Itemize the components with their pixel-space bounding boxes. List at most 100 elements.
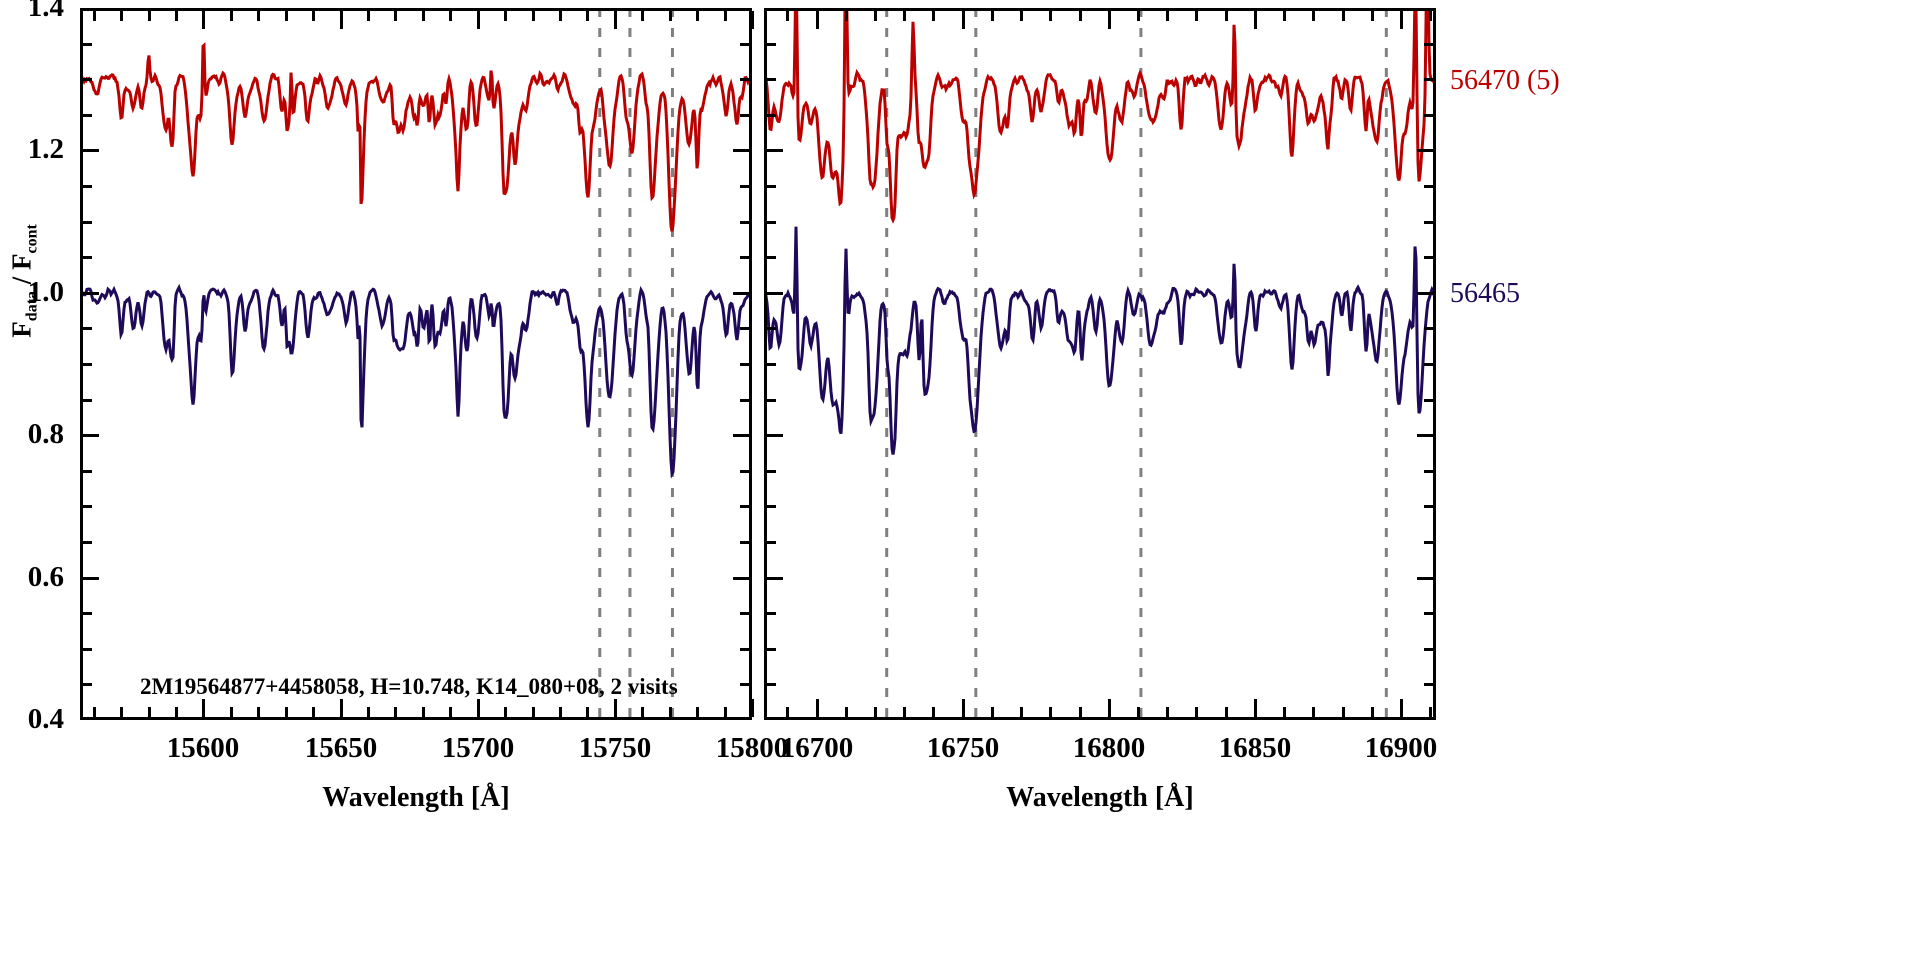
axis-tick xyxy=(1424,648,1433,651)
axis-tick xyxy=(1371,707,1374,717)
axis-tick xyxy=(740,648,749,651)
axis-tick xyxy=(740,541,749,544)
axis-tick xyxy=(1424,185,1433,188)
axis-tick xyxy=(962,11,965,29)
axis-tick xyxy=(477,11,480,29)
x-tick-label-15700: 15700 xyxy=(441,732,515,764)
x-tick-label-15750: 15750 xyxy=(578,732,652,764)
axis-tick xyxy=(1371,11,1374,21)
axis-tick xyxy=(991,707,994,717)
axis-tick xyxy=(767,327,776,330)
axis-tick xyxy=(1137,707,1140,717)
axis-tick xyxy=(767,648,776,651)
axis-tick xyxy=(845,11,848,21)
axis-tick xyxy=(257,11,260,21)
axis-tick xyxy=(1424,612,1433,615)
axis-tick xyxy=(767,149,783,152)
axis-tick xyxy=(1424,683,1433,686)
axis-tick xyxy=(340,11,343,29)
axis-tick xyxy=(740,470,749,473)
axis-tick xyxy=(83,399,92,402)
axis-tick xyxy=(740,114,749,117)
axis-tick xyxy=(1424,505,1433,508)
axis-tick xyxy=(767,434,783,437)
axis-tick xyxy=(1049,11,1052,21)
axis-tick xyxy=(740,43,749,46)
axis-tick xyxy=(285,11,288,21)
axis-tick xyxy=(367,11,370,21)
right-panel-canvas xyxy=(764,8,1436,720)
axis-tick xyxy=(586,11,589,21)
axis-tick xyxy=(532,707,535,717)
axis-tick xyxy=(175,11,178,21)
axis-tick xyxy=(1283,707,1286,717)
x-tick-label-16900: 16900 xyxy=(1364,732,1438,764)
axis-tick xyxy=(449,707,452,717)
axis-tick xyxy=(394,11,397,21)
axis-tick xyxy=(740,612,749,615)
axis-tick xyxy=(1429,11,1432,21)
axis-tick xyxy=(1225,11,1228,21)
axis-tick xyxy=(740,683,749,686)
axis-tick xyxy=(1079,707,1082,717)
axis-tick xyxy=(767,221,776,224)
axis-tick xyxy=(733,434,749,437)
axis-tick xyxy=(230,11,233,21)
y-axis-title-f1: F xyxy=(6,321,37,338)
axis-tick xyxy=(83,114,92,117)
axis-tick xyxy=(733,149,749,152)
axis-tick xyxy=(1400,699,1403,717)
axis-tick xyxy=(285,707,288,717)
axis-tick xyxy=(669,707,672,717)
axis-tick xyxy=(1417,149,1433,152)
axis-tick xyxy=(1108,11,1111,29)
axis-tick xyxy=(1225,707,1228,717)
axis-tick xyxy=(740,399,749,402)
axis-tick xyxy=(767,612,776,615)
axis-tick xyxy=(148,707,151,717)
x-tick-label-16700: 16700 xyxy=(780,732,854,764)
axis-tick xyxy=(751,11,754,29)
axis-tick xyxy=(1166,11,1169,21)
axis-tick xyxy=(1429,707,1432,717)
axis-tick xyxy=(1424,78,1433,81)
axis-tick xyxy=(767,541,776,544)
axis-tick xyxy=(83,434,99,437)
axis-tick xyxy=(874,707,877,717)
x-tick-label-16750: 16750 xyxy=(926,732,1000,764)
y-tick-label-0-6: 0.6 xyxy=(27,560,64,593)
axis-tick xyxy=(1312,11,1315,21)
axis-tick xyxy=(422,707,425,717)
y-tick-label-1-4: 1.4 xyxy=(27,0,64,23)
axis-tick xyxy=(1137,11,1140,21)
axis-tick xyxy=(767,256,776,259)
series-label-56465: 56465 xyxy=(1450,278,1520,310)
axis-tick xyxy=(641,707,644,717)
axis-tick xyxy=(724,707,727,717)
axis-tick xyxy=(1166,707,1169,717)
y-tick-label-0-4: 0.4 xyxy=(27,703,64,735)
axis-tick xyxy=(83,43,92,46)
axis-tick xyxy=(767,43,776,46)
axis-tick xyxy=(767,505,776,508)
axis-tick xyxy=(1424,541,1433,544)
axis-tick xyxy=(1049,707,1052,717)
axis-tick xyxy=(786,11,789,21)
axis-tick xyxy=(767,114,776,117)
axis-tick xyxy=(733,577,749,580)
axis-tick xyxy=(1417,577,1433,580)
x-tick-label-15800: 15800 xyxy=(715,732,789,764)
axis-tick xyxy=(202,11,205,29)
axis-tick xyxy=(340,699,343,717)
axis-tick xyxy=(532,11,535,21)
axis-tick xyxy=(312,707,315,717)
axis-tick xyxy=(669,11,672,21)
axis-tick xyxy=(740,363,749,366)
left-panel-plot-area xyxy=(80,8,752,720)
axis-tick xyxy=(845,707,848,717)
axis-tick xyxy=(83,292,99,295)
axis-tick xyxy=(1424,470,1433,473)
spectrum-trace-56465 xyxy=(764,226,1436,455)
axis-tick xyxy=(932,707,935,717)
axis-tick xyxy=(1424,43,1433,46)
